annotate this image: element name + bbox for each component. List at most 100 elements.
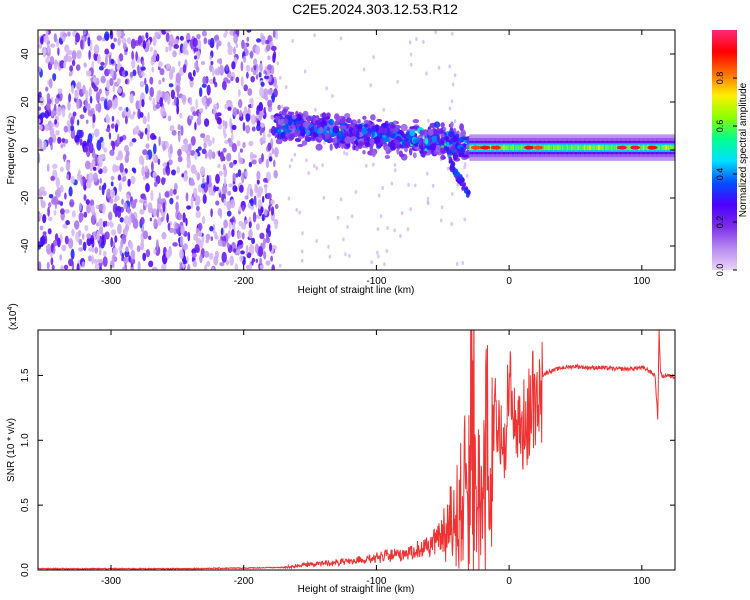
heatmap-cell [414,183,417,188]
heatmap-cell [451,31,454,36]
heatmap-cell [297,113,302,122]
heatmap-cell [130,213,134,220]
heatmap-cell [205,104,208,110]
heatmap-cell [226,210,232,217]
heatmap-cell [225,30,228,36]
heatmap-cell [663,145,666,150]
heatmap-cell [605,145,608,150]
colorbar-ticks: 0.0 0.2 0.4 0.6 0.8 [715,72,737,277]
heatmap-cell [455,262,459,266]
colorbar-tick-label: 0.0 [715,264,725,277]
heatmap-cell [581,145,584,150]
heatmap-cell [231,229,235,238]
heatmap-cell [235,43,239,48]
heatmap-cell [258,71,262,78]
heatmap-cell [640,145,643,150]
heatmap-cell [105,115,111,124]
heatmap-cell [101,234,105,246]
heatmap-cell [260,206,264,214]
heatmap-cell [172,242,178,247]
colorbar-tick-label: 0.6 [715,120,725,133]
heatmap-cell [376,118,383,122]
heatmap-cell [199,166,206,177]
heatmap-cell [121,198,124,205]
heatmap-cell [269,242,272,252]
heatmap-cell [78,169,81,178]
heatmap-cell [333,137,338,145]
heatmap-cell [111,254,115,264]
heatmap-cell [129,257,136,265]
heatmap-cell [279,75,282,80]
heatmap-cell [615,145,618,150]
heatmap-cell [100,61,105,66]
heatmap-cell [196,172,201,181]
heatmap-cell [229,199,236,209]
heatmap-cell [298,135,304,140]
heatmap-cell [209,78,215,84]
heatmap-cell [277,104,281,111]
heatmap-cell [480,145,491,150]
heatmap-cell [125,106,129,113]
heatmap-cell [281,125,288,129]
heatmap-cell [185,192,189,202]
heatmap-cell [443,127,447,131]
heatmap-cell [158,61,163,68]
heatmap-cell [452,152,459,161]
heatmap-cell [245,244,249,255]
heatmap-cell [85,70,92,77]
heatmap-cell [239,148,243,153]
heatmap-cell [175,201,179,212]
heatmap-cell [152,135,157,140]
heatmap-cell [60,143,64,149]
heatmap-cell [249,98,253,104]
heatmap-cell [657,145,659,150]
heatmap-cell [257,187,262,197]
heatmap-cell [191,136,196,146]
heatmap-cell [239,116,244,121]
heatmap-cell [195,210,201,219]
heatmap-cell [54,119,57,125]
heatmap-cell [157,158,161,165]
heatmap-cell [430,143,436,151]
heatmap-cell [352,120,359,124]
heatmap-cell [161,263,165,270]
heatmap-cell [52,163,58,169]
heatmap-cell [139,112,144,118]
heatmap-cell [169,69,174,80]
heatmap-cell [193,187,198,198]
heatmap-cell [376,145,382,149]
heatmap-cell [228,183,233,188]
heatmap-cell [186,205,192,210]
heatmap-cell [194,151,198,160]
heatmap-cell [363,124,369,128]
heatmap-cell [115,156,120,161]
heatmap-cell [52,73,57,82]
heatmap-cell [362,150,366,155]
heatmap-cell [91,247,95,253]
heatmap-cell [59,166,64,172]
heatmap-cell [138,99,142,110]
heatmap-cell [448,106,452,111]
heatmap-cell [91,158,96,168]
heatmap-cell [102,256,108,267]
heatmap-cell [251,126,256,132]
heatmap-cell [578,145,581,150]
heatmap-cell [148,260,154,268]
heatmap-cell [312,163,316,168]
heatmap-cell [246,30,252,33]
heatmap-cell [86,203,91,214]
heatmap-cell [272,30,276,38]
heatmap-cell [446,141,450,147]
heatmap-cell [256,170,261,181]
heatmap-cell [40,196,43,204]
heatmap-cell [101,141,105,150]
heatmap-cell [190,198,194,209]
heatmap-cell [124,70,129,77]
heatmap-cell [39,186,45,192]
heatmap-cell [98,65,104,71]
heatmap-cell [389,141,395,148]
heatmap-cell [381,134,387,138]
heatmap-cell [130,266,135,270]
heatmap-cell [168,159,173,166]
heatmap-cell [119,162,124,173]
